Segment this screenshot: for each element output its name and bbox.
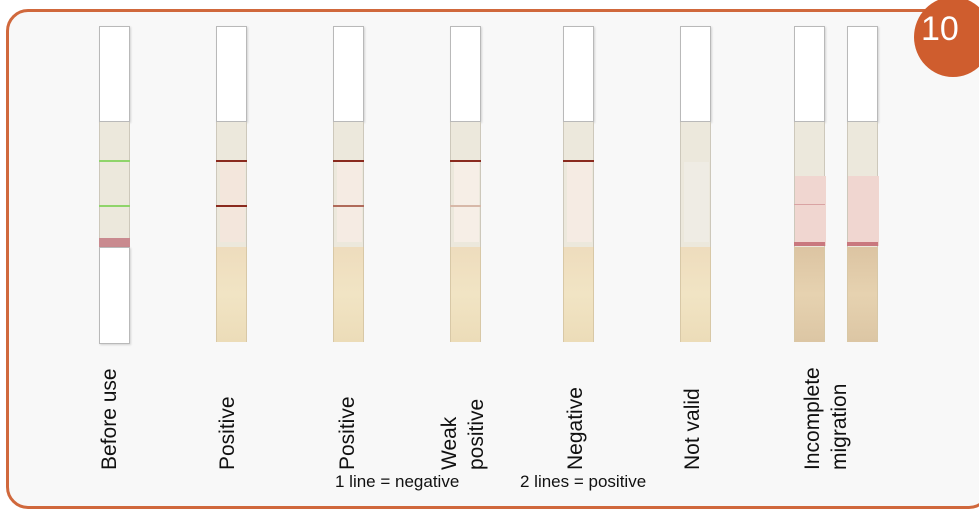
strip-result-window (563, 122, 594, 247)
strip-result-window (99, 122, 130, 247)
strip-top-cap (450, 26, 481, 122)
test-strip (847, 0, 879, 492)
strip-label: positive (465, 398, 488, 470)
strip-sample-pad (847, 247, 878, 342)
strip-result-window (847, 122, 879, 247)
control-line (333, 160, 364, 162)
strip-sample-pad (216, 247, 247, 342)
strip-result-window (794, 122, 826, 247)
strip-label: Incomplete (801, 367, 824, 470)
strip-result-window (216, 122, 247, 247)
strip-label: Weak (438, 416, 461, 470)
strip-result-window (333, 122, 364, 247)
strip-tint (454, 162, 479, 242)
strip-top-cap (216, 26, 247, 122)
pink-pad (794, 242, 825, 246)
strip-tint (567, 162, 592, 242)
strip-result-window (680, 122, 711, 247)
test-line (333, 205, 364, 207)
test-strip (563, 0, 594, 492)
strip-top-cap (99, 26, 130, 122)
strip-label: migration (828, 383, 851, 470)
test-strip (216, 0, 247, 492)
test-strip (450, 0, 481, 492)
strip-tint (684, 162, 709, 242)
strip-sample-pad (563, 247, 594, 342)
test-strip (680, 0, 711, 492)
figure-number-badge (914, 0, 979, 77)
figure-number: 10 (921, 10, 959, 48)
test-line (450, 205, 481, 207)
faint-line (794, 204, 825, 205)
control-line (563, 160, 594, 162)
test-line (216, 205, 247, 207)
strip-sample-pad (450, 247, 481, 342)
strip-label: Positive (336, 396, 359, 470)
test-line (99, 205, 130, 207)
strip-label: Negative (564, 387, 587, 470)
strip-label: Not valid (681, 388, 704, 470)
strip-bottom-cap (99, 247, 130, 344)
strip-tint (220, 162, 245, 242)
control-line (99, 160, 130, 162)
strip-sample-pad (794, 247, 825, 342)
strip-tint (795, 176, 826, 246)
strip-result-window (450, 122, 481, 247)
strip-label: Before use (98, 368, 121, 470)
test-strip (99, 0, 130, 492)
pink-pad (847, 242, 878, 246)
strip-sample-pad (333, 247, 364, 342)
test-strip (333, 0, 364, 492)
strip-sample-pad (680, 247, 711, 342)
strip-label: Positive (216, 396, 239, 470)
control-line (216, 160, 247, 162)
legend-negative: 1 line = negative (335, 472, 460, 491)
strip-top-cap (333, 26, 364, 122)
test-strip (794, 0, 826, 492)
strip-tint (337, 162, 362, 242)
strip-top-cap (680, 26, 711, 122)
legend-positive: 2 lines = positive (520, 472, 647, 491)
strip-top-cap (794, 26, 825, 122)
strip-tint (848, 176, 879, 246)
control-line (450, 160, 481, 162)
pink-pad (99, 238, 130, 247)
strip-top-cap (847, 26, 878, 122)
strip-top-cap (563, 26, 594, 122)
